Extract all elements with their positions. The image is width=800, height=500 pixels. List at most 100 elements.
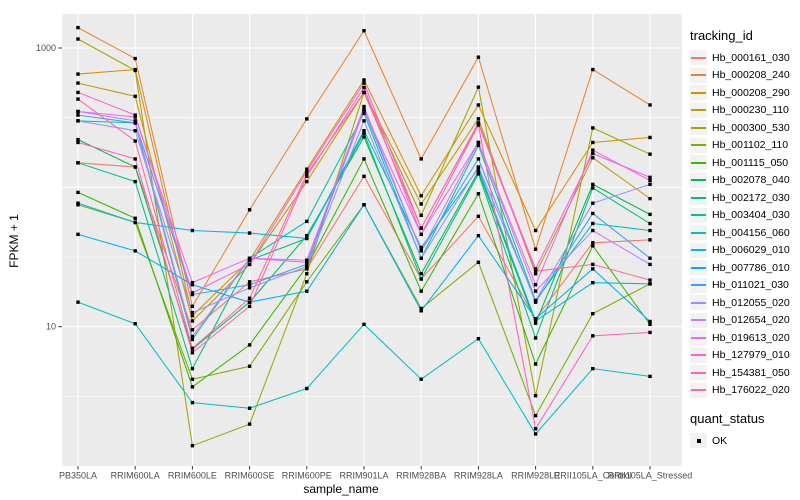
legend-item-label: Hb_154381_050 [712,366,790,379]
data-point [362,135,366,139]
data-point [476,143,481,148]
legend-item-label: Hb_012055_020 [712,296,790,309]
data-point [648,228,652,233]
data-point [476,165,481,169]
data-point [648,103,652,107]
data-point [305,233,309,238]
data-point [476,85,481,89]
series-color-line-icon [691,301,706,304]
data-point [76,190,80,195]
data-point [419,226,423,230]
x-axis-title: sample_name [303,482,379,496]
data-point [190,304,195,309]
data-point [362,131,366,135]
x-tick-label: RRIM600LE [168,471,217,481]
data-point [190,334,195,339]
data-point [76,119,80,123]
data-point [190,328,195,332]
data-point [419,249,423,253]
data-point [305,179,309,184]
series-color-line-icon [691,56,706,59]
data-point [305,289,309,293]
legend-item-label: Hb_001115_050 [712,156,789,169]
legend-key-line-icon [690,207,707,223]
legend-key-line-icon [690,347,707,363]
series-color-line-icon [691,126,706,129]
legend-item-label: Hb_007786_010 [712,261,790,274]
data-point [305,262,309,267]
data-point [533,321,538,325]
data-point [133,139,137,143]
data-point [362,174,366,179]
legend-item-label: Hb_012654_020 [712,314,790,327]
data-point [419,194,423,198]
data-point [648,374,652,379]
data-point [305,167,309,171]
series-color-line-icon [691,179,706,182]
data-point [419,245,423,250]
data-point [533,283,538,287]
legend-item-Hb_006029_010: Hb_006029_010 [690,242,800,260]
series-color-line-icon [691,371,706,374]
data-point [476,192,481,196]
legend-key-line-icon [690,382,707,398]
series-color-line-icon [691,336,706,339]
data-point [190,443,195,448]
data-point [305,236,309,241]
data-point [591,156,595,160]
series-color-line-icon [691,266,706,269]
data-point [419,377,423,381]
data-point [476,337,481,341]
data-point [190,351,195,355]
legend-item-Hb_000161_030: Hb_000161_030 [690,49,800,67]
legend-item-Hb_000208_290: Hb_000208_290 [690,84,800,102]
legend-items-tracking: Hb_000161_030 Hb_000208_240 Hb_000208_290 H… [690,49,800,399]
legend-item-Hb_000300_530: Hb_000300_530 [690,119,800,137]
series-color-line-icon [691,389,706,392]
data-point [533,298,538,303]
data-point [76,97,80,101]
data-point [190,313,195,318]
data-point [247,231,252,235]
data-point [476,55,481,59]
data-point [533,432,538,436]
series-color-line-icon [691,354,706,357]
legend-key-line-icon [690,120,707,136]
legend-item-label: Hb_004156_060 [712,226,790,239]
data-point [533,393,538,398]
data-point [591,67,595,72]
legend-key-line-icon [690,365,707,381]
data-point [133,128,137,133]
data-point [648,178,652,183]
data-point [591,262,595,267]
legend-item-Hb_007786_010: Hb_007786_010 [690,259,800,277]
legend-item-Hb_000230_110: Hb_000230_110 [690,102,800,120]
data-point [648,135,652,140]
data-point [648,278,652,282]
data-point [247,280,252,284]
x-tick-label: RRIM928BA [396,471,446,481]
legend-key-line-icon [690,85,707,101]
data-point [362,111,366,115]
x-tick-label: RRIM600LA [111,471,160,481]
data-point [476,117,481,121]
series-color-line-icon [691,196,706,199]
data-point [533,317,538,321]
legend-key-line-icon [690,242,707,258]
data-point [76,300,80,304]
series-color-line-icon [691,161,706,164]
data-point [305,169,309,174]
data-point [648,152,652,156]
data-point [533,228,538,233]
data-point [362,29,366,33]
data-point [419,157,423,161]
data-point [591,140,595,145]
data-point [133,56,137,61]
data-point [133,94,137,99]
data-point [591,311,595,316]
data-point [533,413,538,418]
data-point [190,228,195,233]
data-point [419,232,423,237]
legend-item-Hb_003404_030: Hb_003404_030 [690,207,800,225]
